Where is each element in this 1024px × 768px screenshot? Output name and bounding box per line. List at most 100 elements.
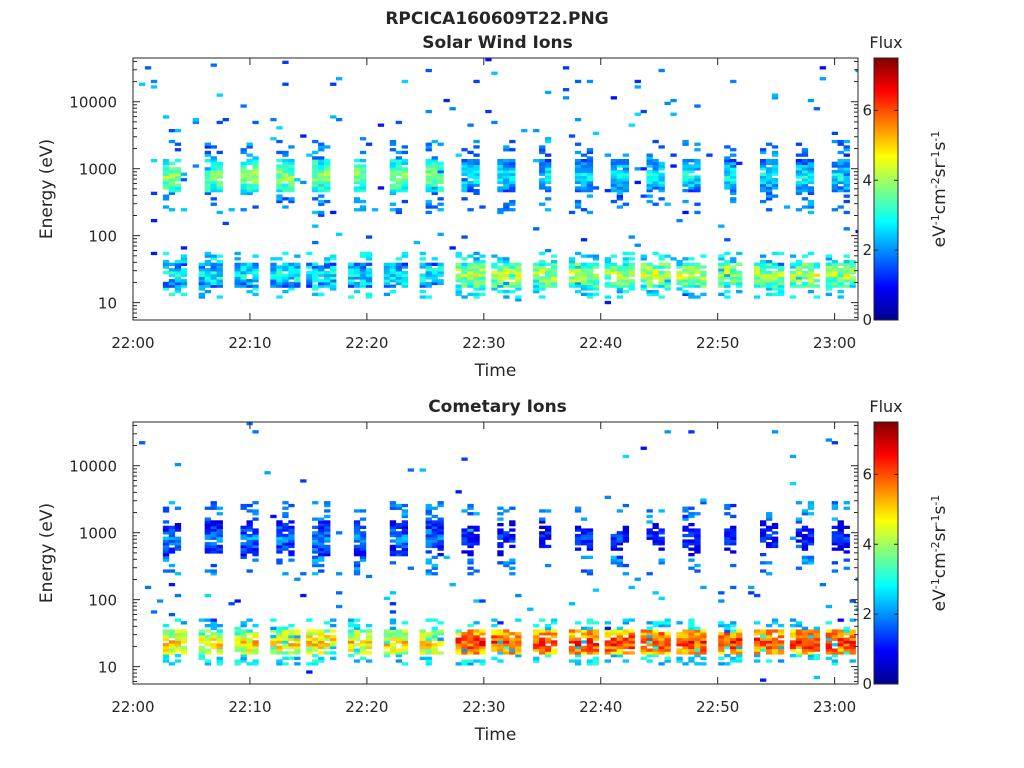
flux-cell xyxy=(622,659,629,663)
flux-cell xyxy=(766,517,773,521)
flux-cell xyxy=(610,270,617,275)
flux-cell xyxy=(586,281,594,286)
flux-cell xyxy=(288,520,295,524)
flux-cell xyxy=(527,607,534,611)
flux-cell xyxy=(324,260,331,264)
flux-cell xyxy=(389,525,397,529)
flux-cell xyxy=(586,572,594,576)
flux-cell xyxy=(252,292,259,296)
flux-cell xyxy=(658,536,665,540)
flux-cell xyxy=(389,273,397,277)
flux-cell xyxy=(365,645,373,650)
flux-cell xyxy=(359,180,367,185)
flux-cell xyxy=(294,637,301,641)
flux-cell xyxy=(807,528,815,532)
flux-cell xyxy=(724,640,731,644)
flux-cell xyxy=(586,186,594,190)
flux-cell xyxy=(162,115,170,119)
flux-cell xyxy=(497,528,504,532)
flux-cell xyxy=(616,268,623,272)
flux-cell xyxy=(652,175,659,179)
flux-cell xyxy=(437,262,444,266)
flux-cell xyxy=(545,640,552,644)
flux-cell xyxy=(282,189,289,193)
flux-cell xyxy=(849,270,856,275)
flux-cell xyxy=(252,164,259,168)
flux-cell xyxy=(425,539,432,543)
flux-cell xyxy=(730,514,737,519)
flux-cell xyxy=(431,279,438,283)
flux-cell xyxy=(545,175,552,179)
flux-cell xyxy=(473,139,480,144)
flux-cell xyxy=(807,281,815,286)
flux-cell xyxy=(789,643,797,647)
flux-cell xyxy=(318,213,325,217)
flux-cell xyxy=(216,651,223,655)
flux-cell xyxy=(807,251,815,256)
flux-cell xyxy=(318,156,325,160)
flux-cell xyxy=(694,645,701,650)
flux-cell xyxy=(431,273,438,277)
flux-cell xyxy=(425,172,432,176)
flux-cell xyxy=(634,243,641,247)
flux-cell xyxy=(646,276,653,280)
flux-cell xyxy=(168,533,176,538)
flux-cell xyxy=(670,153,677,157)
flux-cell xyxy=(700,292,707,296)
flux-cell xyxy=(395,550,402,554)
flux-cell xyxy=(395,629,402,633)
x-tick-label: 22:00 xyxy=(111,698,154,716)
flux-cell xyxy=(437,164,444,168)
flux-cell xyxy=(777,659,785,663)
flux-cell xyxy=(437,531,444,535)
flux-cell xyxy=(389,626,397,630)
flux-cell xyxy=(437,142,444,146)
flux-cell xyxy=(365,279,373,283)
flux-cell xyxy=(700,637,707,641)
flux-cell xyxy=(622,268,629,272)
flux-cell xyxy=(652,265,659,269)
flux-cell xyxy=(282,634,289,639)
flux-cell xyxy=(771,525,779,529)
flux-cell xyxy=(795,566,803,570)
flux-cell xyxy=(467,159,474,163)
flux-cell xyxy=(688,629,695,633)
flux-cell xyxy=(324,645,331,650)
flux-cell xyxy=(652,178,659,182)
flux-cell xyxy=(473,643,480,647)
flux-cell xyxy=(282,547,289,551)
flux-cell xyxy=(574,539,582,543)
flux-cell xyxy=(574,662,582,666)
flux-cell xyxy=(509,164,516,168)
flux-cell xyxy=(401,531,408,535)
flux-cell xyxy=(234,281,241,286)
flux-cell xyxy=(646,634,653,639)
flux-cell xyxy=(515,279,522,283)
flux-cell xyxy=(246,153,253,157)
flux-cell xyxy=(533,629,540,633)
flux-cell xyxy=(449,107,456,111)
flux-cell xyxy=(461,172,468,176)
flux-cell xyxy=(282,273,289,277)
flux-cell xyxy=(425,164,432,168)
flux-cell xyxy=(539,525,546,529)
flux-cell xyxy=(455,662,462,666)
flux-cell xyxy=(324,161,331,165)
flux-cell xyxy=(401,621,408,625)
flux-cell xyxy=(562,96,570,100)
flux-cell xyxy=(849,279,856,283)
flux-cell xyxy=(730,640,737,644)
flux-cell xyxy=(389,621,397,625)
flux-cell xyxy=(353,159,361,163)
flux-cell xyxy=(425,169,432,174)
flux-cell xyxy=(807,262,815,266)
flux-cell xyxy=(276,197,283,201)
flux-cell xyxy=(252,175,259,179)
flux-cell xyxy=(807,640,815,644)
flux-cell xyxy=(395,659,402,663)
flux-cell xyxy=(807,273,815,277)
flux-cell xyxy=(467,270,474,275)
flux-cell xyxy=(664,270,671,275)
flux-cell xyxy=(646,643,653,647)
flux-cell xyxy=(503,295,510,299)
